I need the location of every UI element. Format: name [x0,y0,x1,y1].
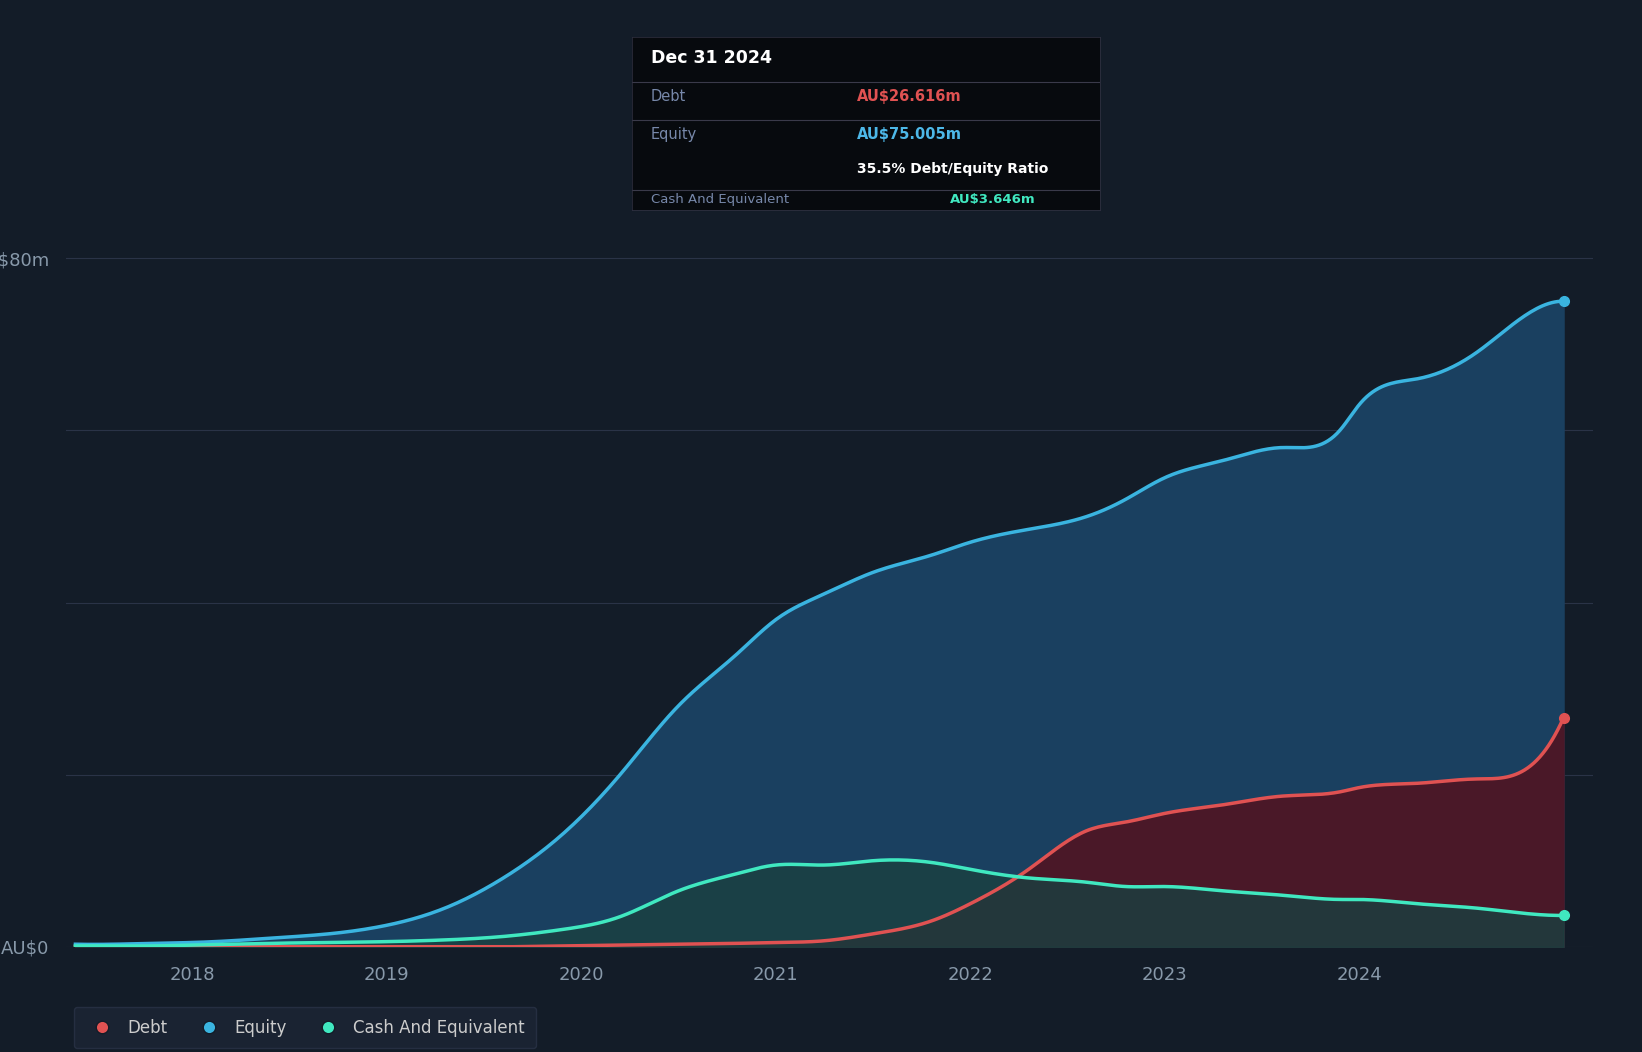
Text: 35.5% Debt/Equity Ratio: 35.5% Debt/Equity Ratio [857,162,1048,176]
Legend: Debt, Equity, Cash And Equivalent: Debt, Equity, Cash And Equivalent [74,1007,537,1048]
Text: AU$26.616m: AU$26.616m [857,89,962,104]
Text: AU$3.646m: AU$3.646m [951,193,1036,206]
Text: AU$75.005m: AU$75.005m [857,127,962,142]
Text: Dec 31 2024: Dec 31 2024 [650,49,772,67]
Text: Cash And Equivalent: Cash And Equivalent [650,193,790,206]
Text: Debt: Debt [650,89,686,104]
Text: Equity: Equity [650,127,698,142]
